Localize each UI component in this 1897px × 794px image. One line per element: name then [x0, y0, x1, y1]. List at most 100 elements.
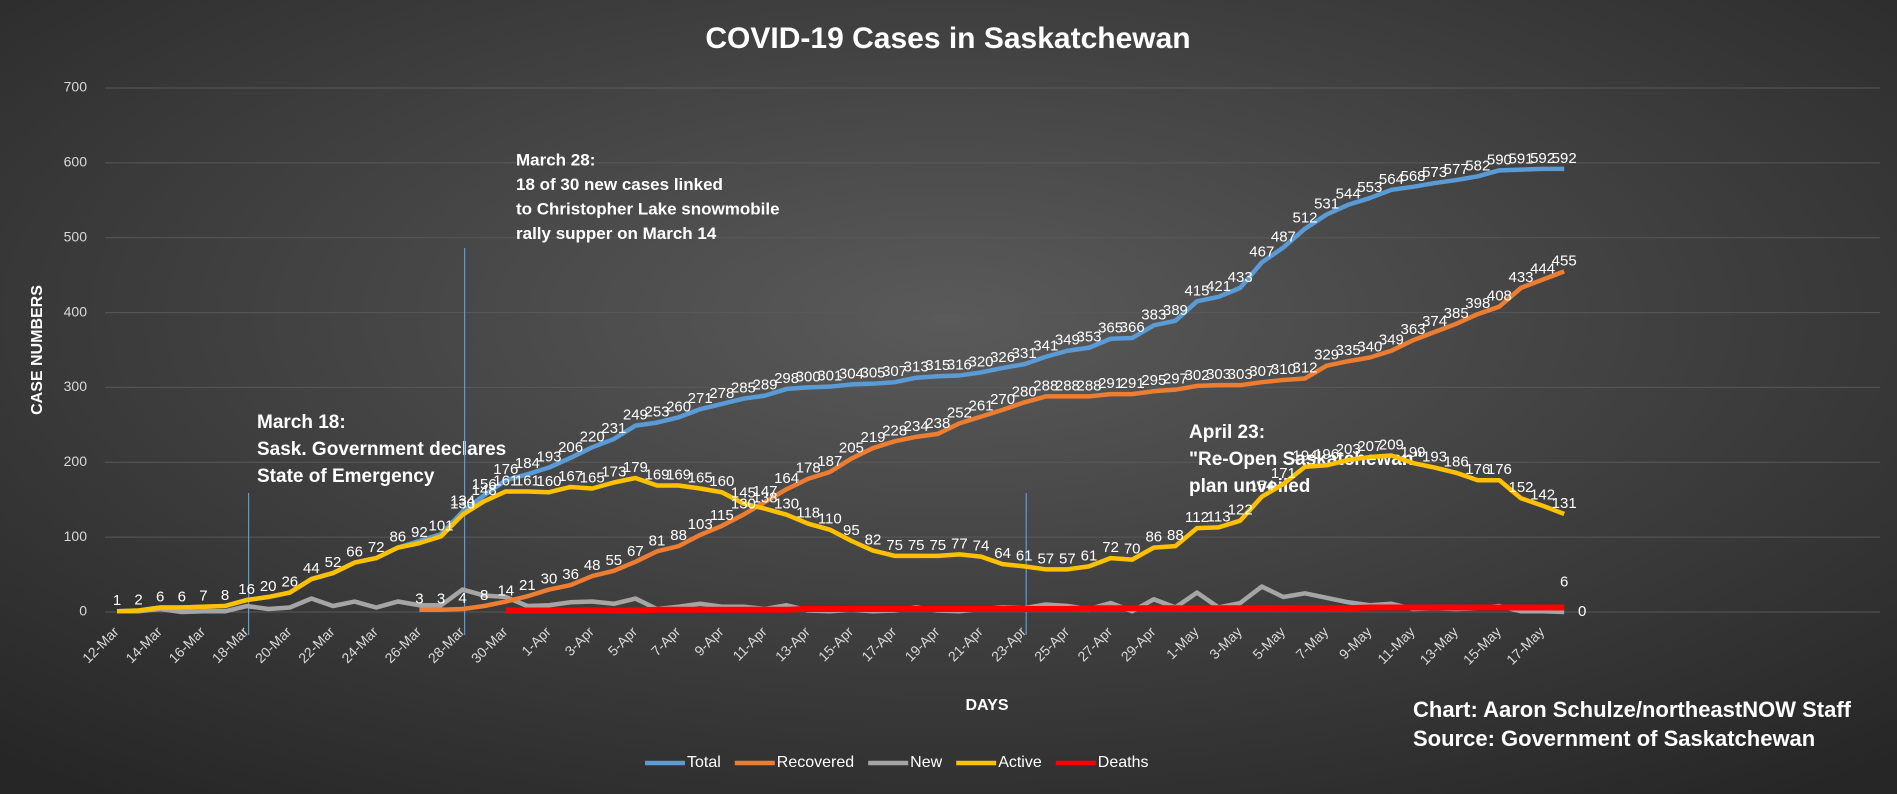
data-label: 176 [1487, 461, 1512, 478]
data-label: 289 [752, 377, 777, 394]
data-label: 160 [709, 473, 734, 490]
data-label: 307 [1249, 363, 1274, 380]
data-label: 298 [774, 370, 799, 387]
data-label: 312 [1292, 359, 1317, 376]
legend-label: Deaths [1098, 754, 1149, 771]
credit: Chart: Aaron Schulze/northeastNOW Staff [1413, 697, 1852, 722]
data-label: 261 [968, 398, 993, 415]
data-label: 48 [584, 557, 601, 574]
data-label: 315 [925, 357, 950, 374]
data-label: 2 [134, 591, 142, 608]
data-label: 349 [1379, 332, 1404, 349]
data-label: 160 [536, 473, 561, 490]
data-label: 544 [1336, 186, 1361, 203]
data-label: 582 [1465, 157, 1490, 174]
data-label: 161 [515, 472, 540, 489]
y-tick-label: 300 [64, 378, 88, 394]
data-label: 173 [601, 463, 626, 480]
data-label: 564 [1379, 171, 1404, 188]
annotation-text: to Christopher Lake snowmobile [516, 199, 780, 218]
data-label: 573 [1422, 164, 1447, 181]
data-label: 288 [1055, 377, 1080, 394]
data-label: 444 [1530, 261, 1555, 278]
annotation-text: State of Emergency [257, 466, 435, 487]
data-label: 303 [1228, 366, 1253, 383]
legend-label: Recovered [777, 754, 854, 771]
legend-label: New [910, 754, 942, 771]
data-label: 6 [1560, 573, 1568, 590]
data-label: 238 [925, 415, 950, 432]
x-axis-label: DAYS [966, 697, 1009, 714]
data-label: 234 [904, 418, 929, 435]
y-tick-label: 600 [64, 154, 88, 170]
data-label: 186 [1444, 454, 1469, 471]
data-label: 67 [627, 543, 644, 560]
data-label: 103 [688, 516, 713, 533]
data-label: 288 [1076, 377, 1101, 394]
data-label: 252 [947, 404, 972, 421]
data-label: 398 [1465, 295, 1490, 312]
data-label: 77 [951, 535, 968, 552]
annotation-text: "Re-Open Saskatchewan" [1189, 449, 1422, 470]
data-label: 6 [156, 588, 164, 605]
data-label: 26 [281, 574, 298, 591]
data-label: 291 [1120, 375, 1145, 392]
data-label: 199 [1400, 444, 1425, 461]
data-label: 353 [1076, 329, 1101, 346]
data-label: 385 [1444, 305, 1469, 322]
data-label: 349 [1055, 332, 1080, 349]
y-tick-label: 400 [64, 303, 88, 319]
data-label: 8 [221, 587, 229, 604]
data-label: 115 [710, 507, 734, 524]
data-label: 512 [1292, 210, 1317, 227]
annotation-text: plan unveiled [1189, 476, 1310, 497]
y-tick-label: 500 [64, 228, 88, 244]
data-label: 592 [1552, 150, 1577, 167]
data-label: 113 [1207, 508, 1231, 525]
data-label: 531 [1314, 195, 1339, 212]
data-label: 313 [904, 359, 929, 376]
data-label: 130 [774, 496, 799, 513]
data-label: 164 [774, 470, 799, 487]
data-label: 75 [886, 537, 903, 554]
data-label: 61 [1081, 547, 1098, 564]
data-label: 300 [796, 368, 821, 385]
data-label: 307 [882, 363, 907, 380]
data-label: 176 [493, 461, 518, 478]
data-label: 92 [411, 524, 428, 541]
y-tick-label: 100 [64, 528, 88, 544]
data-label: 297 [1163, 371, 1188, 388]
y-tick-label: 200 [64, 453, 88, 469]
data-label: 467 [1249, 243, 1274, 260]
data-label: 14 [497, 582, 514, 599]
data-label: 366 [1120, 319, 1145, 336]
data-label: 72 [1102, 539, 1119, 556]
data-label: 66 [346, 544, 363, 561]
data-label: 320 [968, 353, 993, 370]
y-tick-label: 0 [79, 603, 87, 619]
data-label: 64 [994, 545, 1011, 562]
data-label: 179 [623, 459, 648, 476]
data-label: 205 [839, 440, 864, 457]
data-label: 374 [1422, 313, 1447, 330]
data-label: 145 [731, 484, 756, 501]
data-label: 16 [238, 581, 255, 598]
data-label: 433 [1508, 269, 1533, 286]
data-label: 176 [1465, 461, 1490, 478]
data-label: 148 [472, 482, 497, 499]
data-label: 455 [1552, 252, 1577, 269]
data-label: 270 [990, 391, 1015, 408]
annotation-text: March 28: [516, 150, 595, 169]
data-label: 1 [113, 592, 121, 609]
data-label: 122 [1228, 502, 1253, 519]
data-label: 57 [1059, 550, 1076, 567]
credit: Source: Government of Saskatchewan [1413, 726, 1815, 751]
chart-title: COVID-19 Cases in Saskatchewan [705, 22, 1190, 55]
data-label: 165 [688, 469, 713, 486]
data-label: 301 [817, 368, 842, 385]
data-label: 310 [1271, 361, 1296, 378]
legend-label: Total [687, 754, 721, 771]
data-label: 8 [480, 587, 488, 604]
